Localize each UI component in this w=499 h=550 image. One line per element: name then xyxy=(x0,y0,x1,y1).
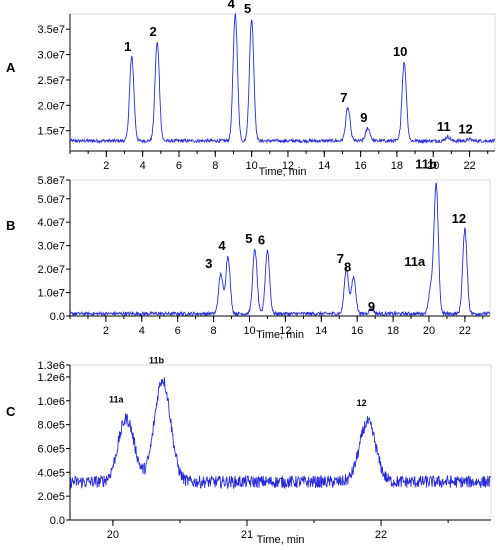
x-tick-label: 18 xyxy=(387,325,399,337)
x-tick-label: 8 xyxy=(211,325,217,337)
peak-label: 5 xyxy=(244,1,251,16)
x-tick-label: 2 xyxy=(103,325,109,337)
x-tick-label: 8 xyxy=(212,160,218,172)
peak-label: 12 xyxy=(458,121,472,136)
peak-label: 3 xyxy=(205,256,212,271)
plot-frame xyxy=(69,179,491,317)
y-tick-label: 3.0e7 xyxy=(37,50,65,62)
chromatogram-trace xyxy=(69,377,492,490)
y-tick-label: 2.0e5 xyxy=(37,491,65,503)
y-tick-label: 0.0 xyxy=(50,515,65,527)
x-tick-label: 21 xyxy=(241,529,253,541)
x-tick-label: 12 xyxy=(282,160,294,172)
peak-label: 9 xyxy=(368,299,375,314)
x-tick-label: 16 xyxy=(354,160,366,172)
x-tick-label: 4 xyxy=(139,325,145,337)
x-axis-label: Time, min xyxy=(257,534,305,546)
x-tick-label: 14 xyxy=(318,160,330,172)
peak-label: 7 xyxy=(337,251,344,266)
x-tick-label: 22 xyxy=(459,325,471,337)
peak-label: 2 xyxy=(150,24,157,39)
x-tick-label: 6 xyxy=(176,160,182,172)
x-tick-label: 10 xyxy=(245,160,257,172)
y-tick-label: 2.5e7 xyxy=(37,75,65,87)
peak-label: 5 xyxy=(245,231,252,246)
peak-label: 12 xyxy=(452,211,466,226)
x-tick-label: 20 xyxy=(107,529,119,541)
chromatogram-trace xyxy=(69,182,491,318)
peak-label: 4 xyxy=(218,238,226,253)
peak-label: 11b xyxy=(415,157,437,172)
peak-label: 11a xyxy=(404,254,426,269)
y-tick-label: 1.0e7 xyxy=(37,288,65,300)
x-tick-label: 22 xyxy=(463,160,475,172)
y-tick-label: 4.0e7 xyxy=(37,217,65,229)
x-tick-label: 2 xyxy=(103,160,109,172)
x-tick-label: 20 xyxy=(423,325,435,337)
x-tick-label: 20 xyxy=(427,160,439,172)
peak-label: 7 xyxy=(340,90,347,105)
x-tick-label: 12 xyxy=(279,325,291,337)
peak-label: 1 xyxy=(124,39,131,54)
y-tick-label: 8.0e5 xyxy=(37,420,65,432)
y-tick-label: 5.8e7 xyxy=(37,175,65,187)
y-tick-label: 3.5e7 xyxy=(37,24,65,36)
panel-letter: B xyxy=(6,218,15,233)
peak-label: 4 xyxy=(228,0,236,11)
peak-label: 10 xyxy=(393,44,407,59)
x-axis-label: Time, min xyxy=(259,166,307,178)
x-tick-label: 4 xyxy=(140,160,146,172)
y-tick-label: 0.0 xyxy=(50,311,65,323)
panel-letter: A xyxy=(6,60,16,75)
peak-label: 8 xyxy=(344,259,351,274)
x-tick-label: 16 xyxy=(351,325,363,337)
y-tick-label: 1.5e7 xyxy=(37,126,65,138)
panel-letter: C xyxy=(6,404,16,419)
peak-label: 6 xyxy=(258,232,265,247)
peak-label: 11 xyxy=(437,119,451,134)
x-tick-label: 14 xyxy=(315,325,327,337)
x-tick-label: 6 xyxy=(175,325,181,337)
y-tick-label: 5.0e7 xyxy=(37,194,65,206)
y-tick-label: 6.0e5 xyxy=(37,443,65,455)
y-tick-label: 4.0e5 xyxy=(37,467,65,479)
peak-label: 11a xyxy=(109,395,125,405)
peak-label: 11b xyxy=(149,355,165,365)
y-tick-label: 1.2e6 xyxy=(37,372,65,384)
y-tick-label: 3.0e7 xyxy=(37,241,65,253)
x-tick-label: 22 xyxy=(375,529,387,541)
x-tick-label: 10 xyxy=(243,325,255,337)
peak-label: 9 xyxy=(360,110,367,125)
panel-b: 0.0 1.0e7 2.0e7 3.0e7 4.0e7 5.0e7 5.8e7 2 4 6 8 10 1… xyxy=(6,157,491,341)
y-tick-label: 1.0e6 xyxy=(37,396,65,408)
y-tick-label: 2.0e7 xyxy=(37,264,65,276)
peak-label: 12 xyxy=(357,398,367,408)
x-tick-label: 18 xyxy=(391,160,403,172)
y-tick-label: 1.3e6 xyxy=(37,360,65,372)
chromatogram-trace xyxy=(69,13,496,145)
x-axis-label: Time, min xyxy=(256,329,304,341)
y-tick-label: 2.0e7 xyxy=(37,100,65,112)
